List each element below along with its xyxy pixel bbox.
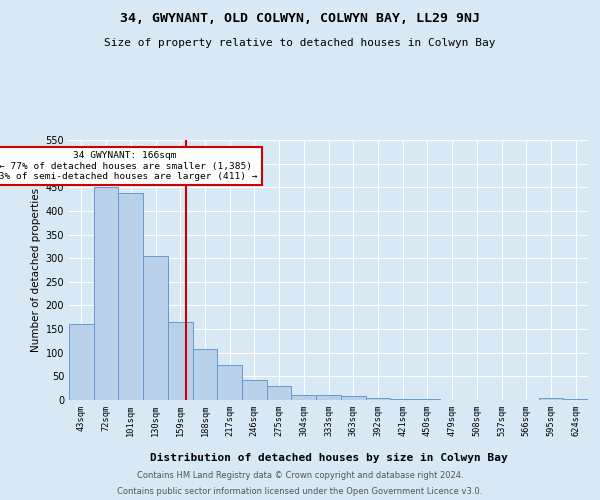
Bar [143,256,168,400]
Bar [539,398,563,400]
Bar [94,188,118,400]
Bar [341,396,365,400]
Bar [193,350,217,400]
Text: Size of property relative to detached houses in Colwyn Bay: Size of property relative to detached ho… [104,38,496,48]
Text: Contains public sector information licensed under the Open Government Licence v3: Contains public sector information licen… [118,486,482,496]
Bar [365,398,390,400]
Bar [563,398,588,400]
Bar [390,398,415,400]
Bar [69,324,94,400]
Bar [217,366,242,400]
Text: 34, GWYNANT, OLD COLWYN, COLWYN BAY, LL29 9NJ: 34, GWYNANT, OLD COLWYN, COLWYN BAY, LL2… [120,12,480,26]
Text: Contains HM Land Registry data © Crown copyright and database right 2024.: Contains HM Land Registry data © Crown c… [137,472,463,480]
Y-axis label: Number of detached properties: Number of detached properties [31,188,41,352]
Text: 34 GWYNANT: 166sqm
← 77% of detached houses are smaller (1,385)
23% of semi-deta: 34 GWYNANT: 166sqm ← 77% of detached hou… [0,152,257,181]
Bar [267,386,292,400]
Bar [292,395,316,400]
Text: Distribution of detached houses by size in Colwyn Bay: Distribution of detached houses by size … [150,452,508,462]
Bar [168,322,193,400]
Bar [118,194,143,400]
Bar [242,380,267,400]
Bar [415,399,440,400]
Bar [316,396,341,400]
